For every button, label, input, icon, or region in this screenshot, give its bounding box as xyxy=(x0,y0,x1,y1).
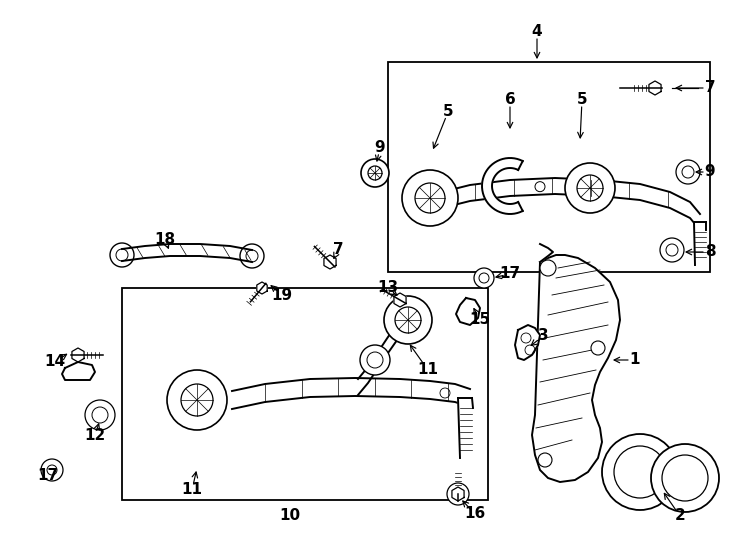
Text: 17: 17 xyxy=(499,267,520,281)
Circle shape xyxy=(540,260,556,276)
Polygon shape xyxy=(72,348,84,362)
Circle shape xyxy=(116,249,128,261)
Circle shape xyxy=(447,483,469,505)
Text: 18: 18 xyxy=(154,233,175,247)
Circle shape xyxy=(395,307,421,333)
Text: 5: 5 xyxy=(577,92,587,107)
Circle shape xyxy=(453,489,463,499)
Polygon shape xyxy=(649,81,661,95)
Circle shape xyxy=(577,175,603,201)
Text: 13: 13 xyxy=(377,280,399,295)
Text: 10: 10 xyxy=(280,508,300,523)
Polygon shape xyxy=(458,398,473,458)
Circle shape xyxy=(92,407,108,423)
Polygon shape xyxy=(540,244,553,262)
Text: 14: 14 xyxy=(45,354,65,369)
Circle shape xyxy=(361,159,389,187)
Circle shape xyxy=(368,166,382,180)
Circle shape xyxy=(521,333,531,343)
Text: 16: 16 xyxy=(465,507,486,522)
Circle shape xyxy=(47,465,57,475)
Text: 8: 8 xyxy=(705,245,716,260)
Bar xyxy=(388,62,710,272)
Text: 15: 15 xyxy=(470,313,490,327)
Polygon shape xyxy=(62,362,95,380)
Circle shape xyxy=(614,446,666,498)
Text: 2: 2 xyxy=(675,509,686,523)
Circle shape xyxy=(474,268,494,288)
Text: 9: 9 xyxy=(374,140,385,156)
Circle shape xyxy=(662,455,708,501)
Polygon shape xyxy=(482,158,523,214)
Circle shape xyxy=(415,183,445,213)
Circle shape xyxy=(41,459,63,481)
Circle shape xyxy=(367,352,383,368)
Text: 17: 17 xyxy=(37,468,59,483)
Polygon shape xyxy=(452,487,464,501)
Circle shape xyxy=(535,181,545,192)
Circle shape xyxy=(463,305,473,315)
Polygon shape xyxy=(394,293,406,307)
Circle shape xyxy=(167,370,227,430)
Text: 11: 11 xyxy=(181,483,203,497)
Text: 3: 3 xyxy=(538,328,548,343)
Circle shape xyxy=(660,238,684,262)
Text: 1: 1 xyxy=(630,353,640,368)
Text: 12: 12 xyxy=(84,428,106,442)
Text: 7: 7 xyxy=(333,242,344,258)
Circle shape xyxy=(246,250,258,262)
Polygon shape xyxy=(515,325,540,360)
Polygon shape xyxy=(456,298,480,325)
Text: 11: 11 xyxy=(418,362,438,377)
Polygon shape xyxy=(232,378,470,409)
Text: 5: 5 xyxy=(443,105,454,119)
Circle shape xyxy=(479,273,489,283)
Polygon shape xyxy=(257,282,267,294)
Circle shape xyxy=(110,243,134,267)
Text: 9: 9 xyxy=(705,165,716,179)
Bar xyxy=(122,288,488,500)
Polygon shape xyxy=(358,320,400,395)
Circle shape xyxy=(591,341,605,355)
Text: 6: 6 xyxy=(505,92,515,107)
Polygon shape xyxy=(694,222,706,265)
Polygon shape xyxy=(442,178,700,230)
Text: 19: 19 xyxy=(272,287,293,302)
Circle shape xyxy=(360,345,390,375)
Circle shape xyxy=(402,170,458,226)
Text: 7: 7 xyxy=(705,80,716,96)
Circle shape xyxy=(682,166,694,178)
Circle shape xyxy=(565,163,615,213)
Circle shape xyxy=(602,434,678,510)
Circle shape xyxy=(676,160,700,184)
Polygon shape xyxy=(324,255,336,269)
Circle shape xyxy=(538,453,552,467)
Circle shape xyxy=(384,296,432,344)
Text: 4: 4 xyxy=(531,24,542,39)
Circle shape xyxy=(666,244,678,256)
Circle shape xyxy=(525,345,535,355)
Circle shape xyxy=(651,444,719,512)
Circle shape xyxy=(440,388,450,398)
Circle shape xyxy=(85,400,115,430)
Circle shape xyxy=(181,384,213,416)
Polygon shape xyxy=(122,244,252,262)
Polygon shape xyxy=(532,255,620,482)
Circle shape xyxy=(240,244,264,268)
